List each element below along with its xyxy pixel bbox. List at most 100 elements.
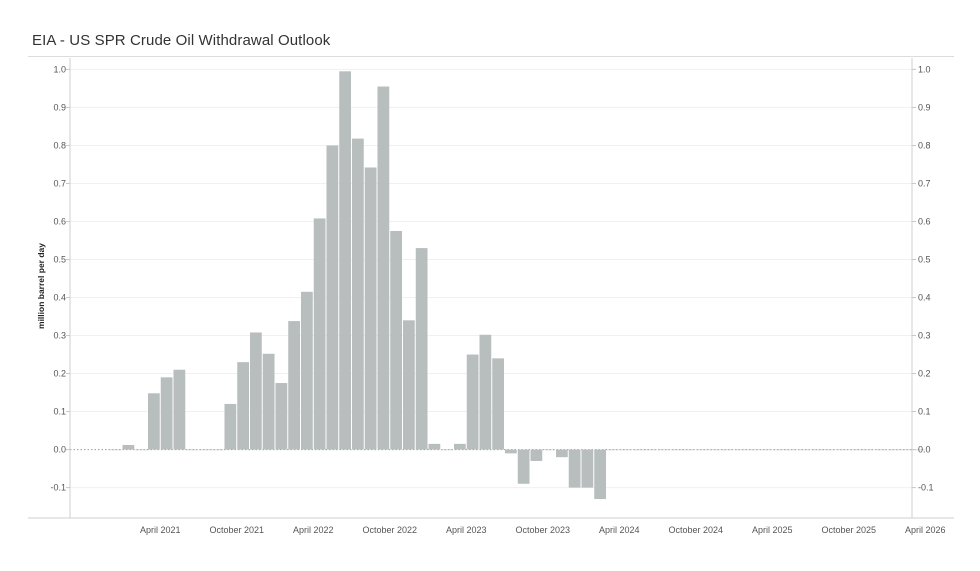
y-tick-label-right: -0.1 — [918, 483, 934, 493]
bar — [492, 358, 504, 450]
bar — [364, 167, 377, 450]
y-tick-label-right: 0.7 — [918, 178, 931, 188]
y-tick-label-right: 0.1 — [918, 407, 931, 417]
chart-frame — [28, 58, 954, 519]
y-axis-label: million barrel per day — [36, 243, 46, 329]
bar — [670, 449, 683, 451]
bar — [696, 449, 708, 451]
bar — [913, 449, 925, 451]
y-tick-label-right: 0.0 — [918, 445, 931, 455]
bar — [466, 354, 479, 450]
bar — [428, 443, 441, 450]
bar — [709, 449, 721, 451]
x-tick-label: April 2021 — [140, 525, 181, 535]
y-tick-label-right: 0.4 — [918, 293, 931, 303]
chart-title: EIA - US SPR Crude Oil Withdrawal Outloo… — [32, 32, 331, 49]
bar — [874, 449, 887, 451]
bar — [568, 449, 581, 488]
bar-series — [109, 71, 925, 499]
bar — [581, 449, 594, 488]
bar — [505, 449, 517, 454]
bar — [683, 449, 696, 451]
bar — [747, 449, 759, 451]
bar — [275, 383, 288, 450]
y-tick-label: 0.2 — [53, 369, 66, 379]
x-tick-label: April 2026 — [905, 525, 946, 535]
bar — [607, 449, 619, 451]
bar — [199, 449, 211, 451]
bar — [772, 449, 785, 451]
bar — [122, 445, 135, 450]
bar — [237, 362, 249, 450]
bar — [900, 449, 912, 451]
bar — [186, 449, 198, 451]
bar — [339, 71, 351, 450]
y-tick-label: 0.1 — [53, 407, 66, 417]
y-tick-label: 0.5 — [53, 254, 66, 264]
y-tick-label: 1.0 — [53, 64, 66, 74]
bar — [301, 291, 313, 450]
bar — [785, 449, 798, 451]
x-tick-label: October 2023 — [515, 525, 570, 535]
y-tick-label-right: 0.6 — [918, 216, 931, 226]
y-tick-label: 0.7 — [53, 178, 66, 188]
bar — [530, 449, 543, 461]
y-axis-left: 1.0 0.9 0.8 0.7 0.6 0.5 0.4 0.3 0.2 0.1 0.0 -0.1 — [50, 64, 70, 493]
bar — [849, 449, 861, 451]
bar — [211, 449, 224, 451]
x-tick-label: October 2024 — [668, 525, 723, 535]
bar — [658, 449, 670, 451]
x-tick-label: April 2025 — [752, 525, 793, 535]
y-tick-label-right: 0.9 — [918, 102, 931, 112]
bar — [377, 86, 390, 450]
bar — [262, 353, 275, 450]
x-tick-label: October 2021 — [209, 525, 264, 535]
y-tick-label: 0.0 — [53, 445, 66, 455]
bar — [556, 449, 568, 458]
bar — [148, 393, 160, 450]
x-tick-label: April 2024 — [599, 525, 640, 535]
bar — [441, 449, 453, 451]
bar — [173, 369, 186, 450]
bar — [415, 248, 428, 450]
bar — [313, 218, 326, 450]
bar — [454, 443, 466, 450]
y-tick-label: 0.3 — [53, 331, 66, 341]
bar — [160, 377, 173, 450]
y-tick-label: 0.4 — [53, 293, 66, 303]
x-tick-label: April 2023 — [446, 525, 487, 535]
x-tick-label: October 2025 — [821, 525, 876, 535]
bar — [645, 449, 657, 451]
x-tick-label: October 2022 — [362, 525, 417, 535]
bar — [479, 334, 492, 450]
bar — [543, 449, 555, 451]
bar — [619, 449, 632, 451]
y-tick-label: 0.8 — [53, 140, 66, 150]
bar — [250, 332, 262, 450]
x-tick-label: April 2022 — [293, 525, 334, 535]
bar — [517, 449, 530, 484]
bar — [135, 449, 147, 451]
bar — [887, 449, 900, 451]
bar — [224, 403, 237, 450]
y-tick-label: -0.1 — [50, 483, 66, 493]
bar — [734, 449, 747, 451]
y-tick-label-right: 0.3 — [918, 331, 931, 341]
y-tick-label-right: 0.2 — [918, 369, 931, 379]
bar — [836, 449, 849, 451]
y-axis-right: 1.0 0.9 0.8 0.7 0.6 0.5 0.4 0.3 0.2 0.1 0.0 -0.1 — [912, 64, 934, 493]
bar — [862, 449, 874, 451]
y-tick-label: 0.6 — [53, 216, 66, 226]
bar — [811, 449, 823, 451]
bar — [721, 449, 734, 451]
y-tick-label-right: 0.8 — [918, 140, 931, 150]
y-tick-label-right: 0.5 — [918, 254, 931, 264]
bar — [288, 321, 300, 450]
bar — [760, 449, 772, 451]
bar — [326, 145, 339, 450]
bar — [594, 449, 606, 499]
bar — [632, 449, 645, 451]
title-divider — [28, 56, 954, 57]
bar — [403, 320, 415, 450]
